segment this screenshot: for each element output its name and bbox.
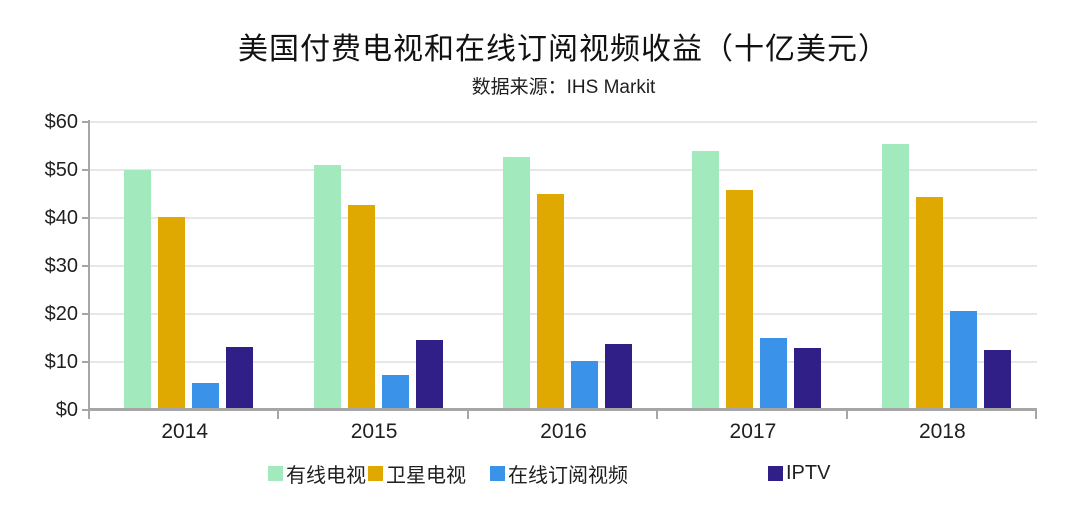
bar-iptv-2017 bbox=[794, 348, 822, 410]
bar-satellite-tv-2015 bbox=[347, 204, 375, 410]
chart-subtitle: 数据来源：IHS Markit bbox=[471, 77, 656, 98]
legend-swatch-satellite-tv bbox=[368, 465, 383, 481]
y-axis-label-30: $30 bbox=[44, 255, 78, 277]
x-axis-tick-3 bbox=[656, 411, 659, 419]
legend-item-cable-tv: 有线电视 bbox=[268, 459, 366, 488]
y-axis-tick-60 bbox=[82, 121, 89, 123]
bar-satellite-tv-2018 bbox=[915, 197, 943, 410]
bar-cable-tv-2018 bbox=[881, 144, 909, 410]
bar-iptv-2018 bbox=[983, 350, 1011, 410]
legend-label-iptv: IPTV bbox=[786, 461, 831, 484]
bar-satellite-tv-2014 bbox=[158, 216, 186, 410]
gridline-60 bbox=[90, 121, 1037, 123]
y-axis-tick-30 bbox=[82, 265, 89, 267]
bars-layer bbox=[90, 122, 1037, 410]
bar-cable-tv-2014 bbox=[124, 170, 152, 410]
x-axis-tick-5 bbox=[1035, 411, 1037, 419]
bar-cable-tv-2017 bbox=[692, 150, 720, 410]
y-axis-label-10: $10 bbox=[44, 351, 78, 373]
x-axis-tick-2 bbox=[466, 411, 469, 419]
bar-cable-tv-2016 bbox=[503, 157, 531, 410]
legend-label-satellite-tv: 卫星电视 bbox=[386, 464, 466, 487]
bar-group-2017 bbox=[658, 122, 847, 410]
y-axis-label-50: $50 bbox=[44, 159, 78, 181]
bar-group-2014 bbox=[90, 122, 279, 410]
y-axis-tick-50 bbox=[82, 169, 89, 171]
bar-satellite-tv-2017 bbox=[726, 190, 754, 410]
bar-group-2016 bbox=[469, 122, 658, 410]
legend-swatch-cable-tv bbox=[268, 465, 283, 481]
plot-area bbox=[90, 121, 1037, 410]
bar-cable-tv-2015 bbox=[313, 164, 341, 410]
legend: 有线电视 卫星电视 在线订阅视频 IPTV bbox=[268, 462, 830, 487]
legend-swatch-iptv bbox=[768, 465, 783, 481]
bar-iptv-2014 bbox=[226, 347, 254, 410]
x-axis-label-2015: 2015 bbox=[350, 420, 398, 443]
legend-item-satellite-tv: 卫星电视 bbox=[368, 459, 466, 488]
bar-group-2018 bbox=[848, 122, 1037, 410]
x-axis-line bbox=[88, 408, 1037, 411]
y-axis-tick-10 bbox=[82, 361, 89, 363]
x-axis-label-2014: 2014 bbox=[161, 420, 209, 443]
y-axis-label-0: $0 bbox=[55, 399, 78, 421]
legend-swatch-online-subscription-video bbox=[490, 465, 505, 481]
x-axis-label-2018: 2018 bbox=[918, 420, 966, 443]
bar-iptv-2016 bbox=[605, 343, 633, 410]
chart-title: 美国付费电视和在线订阅视频收益（十亿美元） bbox=[238, 33, 889, 66]
x-axis-label-2016: 2016 bbox=[540, 420, 587, 443]
x-axis-tick-0 bbox=[88, 411, 90, 419]
bar-online-subscription-video-2018 bbox=[949, 310, 977, 410]
y-axis-tick-20 bbox=[82, 313, 89, 315]
legend-item-online-subscription-video: 在线订阅视频 bbox=[490, 459, 628, 488]
gridline-50 bbox=[90, 169, 1037, 171]
y-axis-label-20: $20 bbox=[44, 303, 78, 325]
x-axis-label-2017: 2017 bbox=[729, 420, 777, 443]
y-axis-tick-40 bbox=[82, 217, 89, 219]
y-axis-line bbox=[88, 120, 90, 410]
bar-satellite-tv-2016 bbox=[537, 194, 565, 410]
y-axis-tick-0 bbox=[82, 409, 89, 411]
x-axis-tick-4 bbox=[845, 411, 848, 419]
legend-label-cable-tv: 有线电视 bbox=[286, 464, 366, 487]
bar-online-subscription-video-2016 bbox=[571, 360, 599, 410]
legend-item-iptv: IPTV bbox=[768, 462, 830, 485]
y-axis-label-40: $40 bbox=[44, 207, 78, 229]
bar-online-subscription-video-2017 bbox=[760, 338, 788, 410]
y-axis-label-60: $60 bbox=[44, 111, 78, 133]
legend-label-online-subscription-video: 在线订阅视频 bbox=[508, 464, 628, 487]
x-axis-tick-1 bbox=[277, 411, 280, 419]
bar-online-subscription-video-2014 bbox=[192, 382, 220, 410]
bar-online-subscription-video-2015 bbox=[381, 375, 409, 410]
bar-iptv-2015 bbox=[415, 339, 443, 410]
bar-group-2015 bbox=[279, 122, 468, 410]
